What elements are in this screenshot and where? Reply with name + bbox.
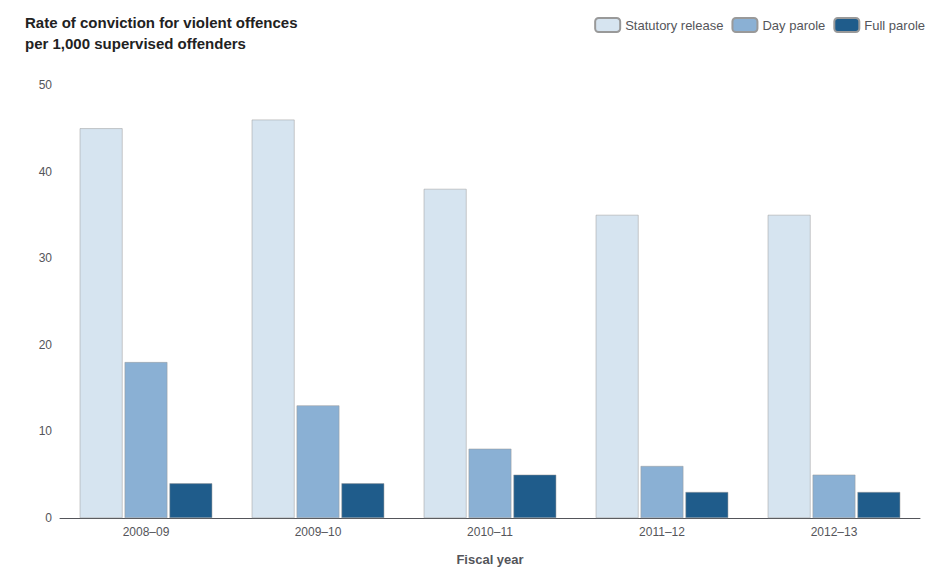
svg-text:2009–10: 2009–10 <box>295 525 342 539</box>
svg-text:20: 20 <box>39 338 53 352</box>
svg-text:Day parole: Day parole <box>762 18 825 33</box>
svg-text:Fiscal year: Fiscal year <box>456 552 523 567</box>
svg-text:30: 30 <box>39 251 53 265</box>
svg-text:40: 40 <box>39 165 53 179</box>
svg-text:2010–11: 2010–11 <box>467 525 513 539</box>
svg-text:Full parole: Full parole <box>864 18 925 33</box>
svg-text:50: 50 <box>39 78 53 92</box>
svg-text:Rate of conviction for violent: Rate of conviction for violent offences <box>25 14 298 31</box>
svg-text:Statutory release: Statutory release <box>625 18 723 33</box>
svg-text:per 1,000 supervised offenders: per 1,000 supervised offenders <box>25 35 246 52</box>
svg-text:2008–09: 2008–09 <box>123 525 170 539</box>
svg-text:0: 0 <box>45 511 52 525</box>
svg-text:2012–13: 2012–13 <box>811 525 858 539</box>
svg-text:10: 10 <box>39 424 53 438</box>
svg-text:2011–12: 2011–12 <box>639 525 685 539</box>
